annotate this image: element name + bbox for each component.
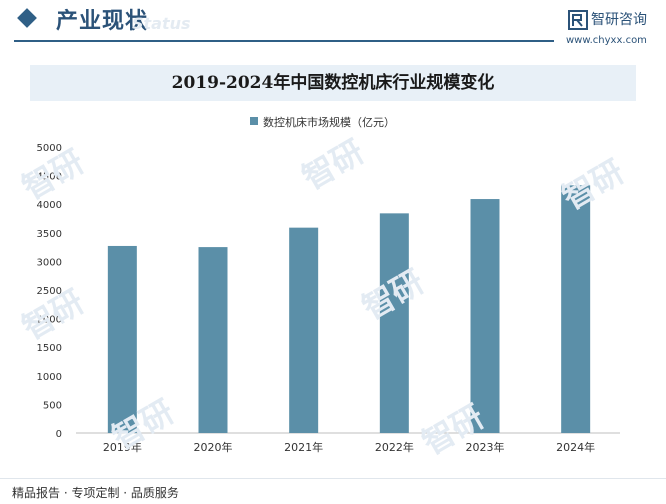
y-tick-label: 1000	[37, 372, 62, 383]
legend-swatch	[250, 117, 258, 125]
header-ghost-text: Status	[132, 14, 191, 33]
y-tick-label: 4000	[37, 200, 62, 211]
x-tick-label: 2022年	[375, 440, 414, 454]
bar-2020年	[198, 247, 228, 433]
brand-name: 智研咨询	[591, 12, 647, 28]
bar-2019年	[107, 245, 137, 433]
chart-title: 2019-2024年中国数控机床行业规模变化	[171, 73, 495, 93]
footer-tagline: 精品报告 · 专项定制 · 品质服务	[12, 486, 179, 500]
x-tick-label: 2023年	[466, 440, 505, 454]
x-tick-label: 2019年	[103, 440, 142, 454]
y-tick-label: 4500	[37, 172, 62, 183]
bar-2022年	[379, 213, 409, 433]
header-divider	[14, 40, 554, 42]
y-tick-label: 500	[43, 400, 62, 411]
chart-title-band: 2019-2024年中国数控机床行业规模变化	[30, 65, 636, 101]
y-tick-label: 2000	[37, 315, 62, 326]
y-tick-label: 5000	[37, 143, 62, 154]
y-tick-label: 3500	[37, 229, 62, 240]
x-tick-label: 2021年	[284, 440, 323, 454]
y-tick-label: 2500	[37, 286, 62, 297]
header: 产业现状 Status 智研咨询 www.chyxx.com	[0, 0, 666, 48]
y-tick-label: 3000	[37, 257, 62, 268]
brand-logo-icon	[568, 10, 588, 30]
x-tick-label: 2024年	[556, 440, 595, 454]
section-title: 产业现状	[56, 9, 149, 34]
brand-url: www.chyxx.com	[566, 35, 647, 46]
bar-2023年	[470, 199, 500, 433]
y-tick-label: 1500	[37, 343, 62, 354]
legend-label: 数控机床市场规模（亿元）	[263, 116, 395, 129]
bar-2021年	[289, 227, 319, 433]
footer-divider	[0, 478, 666, 479]
x-tick-label: 2020年	[194, 440, 233, 454]
bar-2024年	[561, 185, 591, 433]
y-tick-label: 0	[56, 429, 62, 440]
